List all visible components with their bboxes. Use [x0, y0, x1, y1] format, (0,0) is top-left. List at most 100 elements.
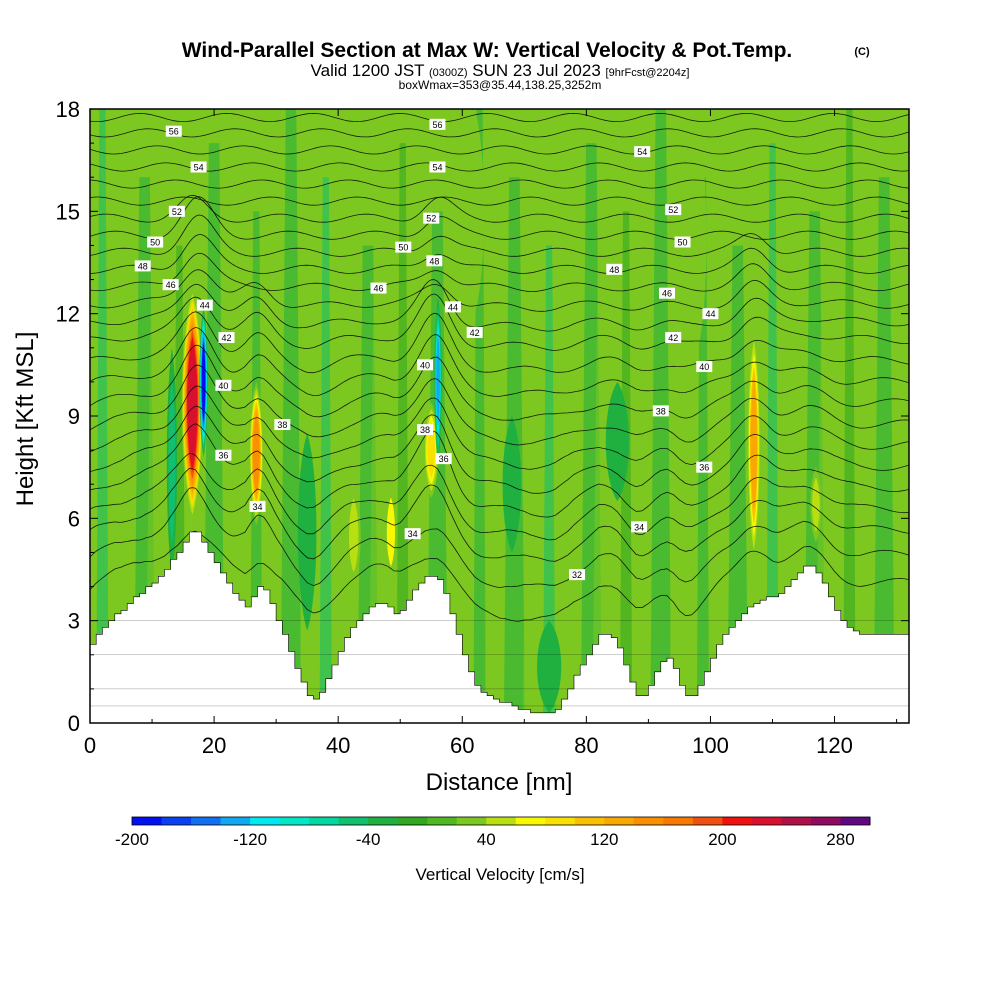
- subtitle-forecast: [9hrFcst@2204z]: [606, 67, 690, 79]
- isentrope-line: [90, 453, 909, 541]
- isentrope-line: [90, 467, 909, 562]
- terrain: [90, 531, 909, 723]
- theta-label-text: 46: [166, 280, 176, 290]
- chart-subtitle-2: boxWmax=353@35.44,138.25,3252m: [399, 78, 602, 92]
- colorbar-swatch: [161, 817, 192, 825]
- theta-label: 38: [274, 419, 291, 431]
- colorbar-swatch: [840, 817, 871, 825]
- y-tick-label: 9: [68, 404, 80, 429]
- y-tick-label: 18: [56, 97, 80, 122]
- theta-label: 52: [423, 212, 440, 224]
- isentrope-line: [90, 194, 909, 223]
- theta-label: 48: [426, 255, 443, 267]
- velocity-contour: [168, 379, 176, 545]
- velocity-contour: [689, 126, 707, 348]
- theta-label-text: 36: [218, 451, 228, 461]
- isentrope-line: [90, 530, 909, 622]
- theta-label: 50: [147, 236, 164, 248]
- theta-label: 34: [404, 528, 421, 540]
- colorbar-tick-label: -40: [356, 830, 381, 849]
- theta-label-text: 38: [420, 425, 430, 435]
- velocity-contour: [300, 460, 314, 604]
- theta-label-bg: [215, 379, 232, 391]
- theta-label-text: 56: [432, 120, 442, 130]
- theta-label-bg: [395, 241, 412, 253]
- theta-label-bg: [435, 453, 452, 465]
- theta-label-bg: [631, 521, 648, 533]
- colorbar-tick-label: 120: [590, 830, 618, 849]
- isentrope-line: [90, 145, 909, 155]
- velocity-contour: [502, 416, 522, 553]
- velocity-contour: [348, 498, 359, 573]
- theta-label-bg: [606, 263, 623, 275]
- colorbar-swatch: [574, 817, 605, 825]
- velocity-band: [862, 143, 879, 723]
- theta-label: 46: [370, 282, 387, 294]
- theta-isentropes: [90, 112, 909, 622]
- velocity-band: [522, 211, 549, 723]
- theta-label-bg: [147, 236, 164, 248]
- theta-label-text: 50: [150, 238, 160, 248]
- x-tick-label: 0: [84, 733, 96, 758]
- chart-title: Wind-Parallel Section at Max W: Vertical…: [182, 39, 793, 62]
- x-axis-label: Distance [nm]: [426, 769, 573, 796]
- isentrope-line: [90, 279, 909, 332]
- theta-label: 44: [444, 301, 461, 313]
- colorbar-label: Vertical Velocity [cm/s]: [415, 865, 584, 884]
- isentrope-line: [90, 214, 909, 257]
- theta-label-bg: [674, 236, 691, 248]
- theta-label-text: 34: [253, 502, 263, 512]
- theta-label: 36: [215, 449, 232, 461]
- theta-label-bg: [696, 461, 713, 473]
- velocity-contour: [253, 414, 260, 493]
- theta-label-text: 52: [172, 207, 182, 217]
- velocity-band: [843, 109, 856, 723]
- isentrope-line: [90, 487, 909, 588]
- colorbar-tick-label: 280: [826, 830, 854, 849]
- theta-label-text: 34: [634, 522, 644, 532]
- x-tick-label: 80: [574, 733, 598, 758]
- velocity-band: [115, 143, 132, 723]
- velocity-cell: [605, 381, 630, 502]
- theta-label-text: 38: [277, 420, 287, 430]
- isentrope-line: [90, 385, 909, 470]
- y-tick-label: 0: [68, 711, 80, 736]
- colorbar-swatch: [486, 817, 517, 825]
- theta-label: 42: [466, 326, 483, 338]
- theta-label: 38: [652, 405, 669, 417]
- colorbar-swatch: [751, 817, 782, 825]
- theta-label: 48: [134, 260, 151, 272]
- theta-label-bg: [652, 405, 669, 417]
- theta-label-bg: [168, 205, 185, 217]
- theta-label-text: 56: [169, 127, 179, 137]
- theta-label: 48: [606, 263, 623, 275]
- theta-label: 34: [631, 521, 648, 533]
- theta-label-text: 50: [678, 238, 688, 248]
- velocity-band: [319, 177, 332, 723]
- theta-label-bg: [165, 125, 182, 137]
- colorbar-tick-label: 40: [477, 830, 496, 849]
- colorbar-swatch: [456, 817, 487, 825]
- x-tick-label: 40: [326, 733, 350, 758]
- theta-label: 40: [696, 361, 713, 373]
- subtitle-valid-time: Valid 1200 JST: [311, 61, 425, 80]
- colorbar-swatch: [397, 817, 428, 825]
- theta-label-text: 32: [572, 570, 582, 580]
- theta-label-bg: [665, 204, 682, 216]
- theta-label: 56: [165, 125, 182, 137]
- theta-label-text: 44: [200, 301, 210, 311]
- colorbar-swatch: [309, 817, 340, 825]
- y-tick-label: 12: [56, 302, 80, 327]
- theta-label: 36: [696, 461, 713, 473]
- velocity-band: [396, 143, 409, 723]
- colorbar: -200 -120 -40 40 120 200 280: [115, 816, 871, 849]
- x-tick-label: 100: [692, 733, 729, 758]
- theta-label-text: 40: [420, 360, 430, 370]
- theta-label-text: 52: [426, 214, 436, 224]
- theta-label: 52: [168, 205, 185, 217]
- velocity-cell: [689, 126, 707, 348]
- velocity-band: [669, 143, 695, 723]
- theta-label-bg: [190, 161, 207, 173]
